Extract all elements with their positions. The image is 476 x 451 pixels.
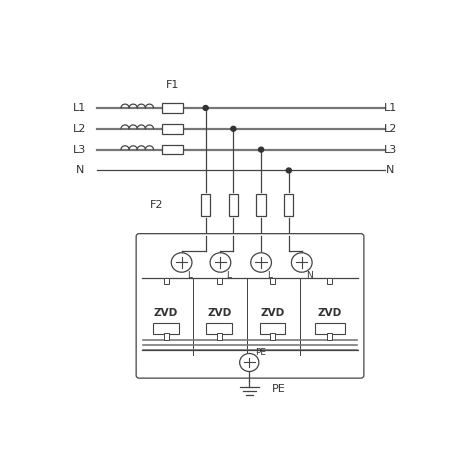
Bar (162, 145, 182, 155)
Text: L: L (187, 271, 192, 280)
Text: L: L (266, 271, 271, 280)
Text: L3: L3 (383, 145, 397, 155)
Bar (327, 333, 332, 340)
Bar (269, 278, 275, 285)
Text: ZVD: ZVD (154, 308, 178, 318)
Text: ZVD: ZVD (260, 308, 284, 318)
Circle shape (258, 147, 263, 152)
Circle shape (291, 253, 311, 272)
Text: L2: L2 (383, 124, 397, 134)
Text: ZVD: ZVD (207, 308, 231, 318)
Bar (153, 323, 178, 334)
Text: N: N (306, 271, 313, 280)
Circle shape (209, 253, 230, 272)
Circle shape (230, 126, 236, 131)
Text: PE: PE (271, 384, 285, 394)
Text: L: L (226, 271, 230, 280)
Bar (206, 323, 232, 334)
Bar (216, 333, 221, 340)
Bar (314, 323, 344, 334)
Bar (162, 103, 182, 113)
Text: L1: L1 (383, 103, 397, 113)
FancyBboxPatch shape (136, 234, 363, 378)
Text: ZVD: ZVD (317, 308, 341, 318)
Bar (163, 333, 169, 340)
Bar (163, 278, 169, 285)
Circle shape (239, 354, 258, 372)
Text: L2: L2 (73, 124, 87, 134)
Circle shape (286, 168, 291, 173)
Bar (216, 278, 221, 285)
Bar (256, 194, 265, 216)
Bar (327, 278, 332, 285)
Bar (228, 194, 238, 216)
Bar (162, 124, 182, 133)
Text: N: N (76, 166, 84, 175)
Text: L3: L3 (73, 145, 87, 155)
Text: PE: PE (254, 348, 265, 357)
Text: L1: L1 (73, 103, 87, 113)
Text: N: N (386, 166, 394, 175)
Circle shape (203, 106, 208, 110)
Bar (259, 323, 285, 334)
Circle shape (250, 253, 271, 272)
Bar (284, 194, 293, 216)
Text: F2: F2 (149, 200, 163, 210)
Text: F1: F1 (165, 80, 178, 90)
Bar (200, 194, 210, 216)
Bar (269, 333, 275, 340)
Circle shape (171, 253, 191, 272)
